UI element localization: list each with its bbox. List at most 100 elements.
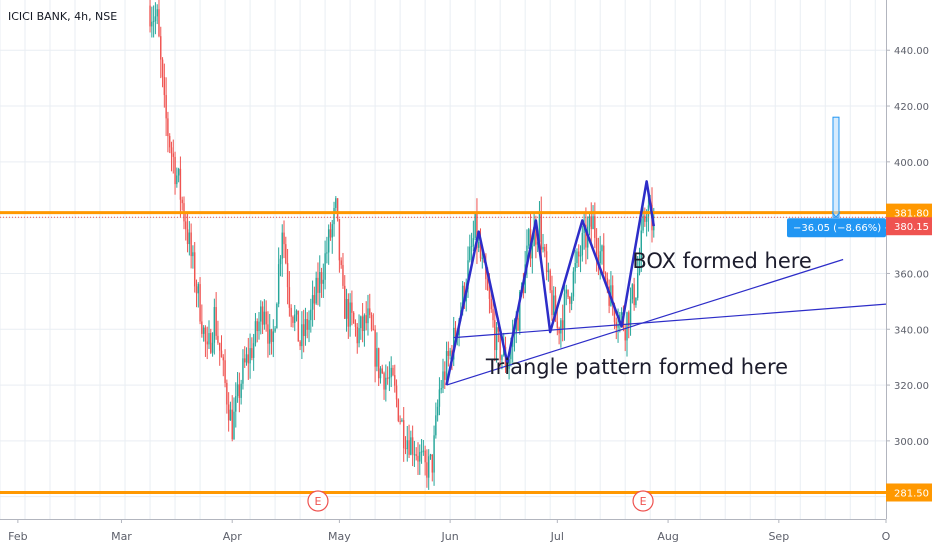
candle-body xyxy=(547,270,550,273)
candle-body xyxy=(510,346,512,360)
candle-body xyxy=(567,289,569,297)
candle-body xyxy=(545,251,548,273)
time-tick-label: Sep xyxy=(768,530,789,543)
candle-body xyxy=(204,327,207,342)
candle-body xyxy=(220,350,223,358)
price-tick-label: 440.00 xyxy=(894,46,929,57)
candle-body xyxy=(215,307,217,336)
candle-body xyxy=(478,242,480,248)
candle-body xyxy=(617,325,619,328)
candle-body xyxy=(628,312,630,326)
earnings-label: E xyxy=(640,495,647,508)
candle-body xyxy=(620,312,623,315)
candle-body xyxy=(515,318,517,333)
candle-body xyxy=(345,298,348,319)
symbol-title: ICICI BANK, 4h, NSE xyxy=(8,10,117,23)
candle-body xyxy=(508,359,510,369)
candle-body xyxy=(310,309,312,321)
candle-body xyxy=(420,451,423,453)
trendline xyxy=(453,303,887,339)
candle-body xyxy=(272,331,275,342)
candle-body xyxy=(331,224,333,238)
candle-body xyxy=(277,264,280,304)
candle-body xyxy=(342,265,344,286)
candle-body xyxy=(642,215,644,231)
candle-body xyxy=(370,314,373,330)
candle-body xyxy=(349,302,351,327)
drawings: BOX formed here Triangle pattern formed h… xyxy=(445,116,899,386)
candle-body xyxy=(579,255,582,257)
candle-body xyxy=(376,348,378,367)
candle-body xyxy=(154,16,157,22)
candle-body xyxy=(436,406,439,416)
candle-body xyxy=(565,289,567,294)
candle-body xyxy=(408,440,410,455)
candle-body xyxy=(490,298,492,310)
candle-body xyxy=(336,198,339,220)
candle-body xyxy=(574,263,576,272)
time-tick-label: Feb xyxy=(8,530,27,543)
candle-body xyxy=(158,9,160,37)
candle-body xyxy=(635,297,637,306)
candle-body xyxy=(653,223,655,231)
candle-body xyxy=(406,440,408,450)
candle-body xyxy=(519,291,521,331)
candle-body xyxy=(447,351,450,356)
candle-body xyxy=(472,238,475,246)
time-tick-label: Jul xyxy=(550,530,564,543)
candle-body xyxy=(322,279,325,284)
candle-body xyxy=(260,306,262,322)
candle-body xyxy=(245,354,248,363)
candle-body xyxy=(276,303,278,329)
candle-body xyxy=(442,371,444,389)
candle-body xyxy=(377,348,380,379)
candle-body xyxy=(411,437,414,455)
candle-body xyxy=(197,284,199,294)
annotation-text: Triangle pattern formed here xyxy=(485,355,788,379)
candle-body xyxy=(288,287,291,308)
candle-body xyxy=(304,319,307,337)
candle-body xyxy=(485,262,487,280)
candle-body xyxy=(161,59,164,78)
candle-body xyxy=(585,224,587,248)
candle-body xyxy=(613,304,616,323)
candle-body xyxy=(395,385,398,400)
candle-body xyxy=(306,319,308,330)
candle-body xyxy=(308,320,310,330)
candle-body xyxy=(431,454,433,473)
candle-body xyxy=(354,323,357,327)
candle-body xyxy=(381,368,383,374)
candle-body xyxy=(152,21,155,23)
candle-body xyxy=(513,332,516,335)
candle-body xyxy=(179,168,182,200)
candle-body xyxy=(470,245,473,247)
price-axis[interactable]: 440.00420.00400.00380.00360.00340.00320.… xyxy=(886,0,932,550)
candle-body xyxy=(444,371,446,380)
time-axis[interactable]: Feb Mar Apr May Jun Jul Aug Sep O xyxy=(0,519,932,550)
candle-body xyxy=(233,411,235,440)
candle-body xyxy=(599,251,601,264)
price-tick-label: 320.00 xyxy=(894,381,929,392)
candle-body xyxy=(476,213,478,248)
candle-body xyxy=(549,270,551,291)
candle-body xyxy=(427,456,430,478)
candle-body xyxy=(419,452,421,462)
candle-body xyxy=(576,251,578,264)
candle-body xyxy=(538,213,541,242)
candle-body xyxy=(327,229,330,253)
candle-body xyxy=(479,242,482,259)
candle-body xyxy=(360,316,362,329)
candle-body xyxy=(486,279,489,291)
candle-body xyxy=(229,409,232,421)
candle-body xyxy=(226,382,228,405)
candle-body xyxy=(167,118,169,137)
level-price-tag xyxy=(886,483,932,502)
candle-body xyxy=(149,5,151,27)
candle-body xyxy=(499,331,501,360)
candle-body xyxy=(236,384,239,397)
candle-body xyxy=(224,360,226,383)
candle-body xyxy=(561,320,564,329)
candle-body xyxy=(213,307,216,343)
candle-body xyxy=(335,198,337,208)
